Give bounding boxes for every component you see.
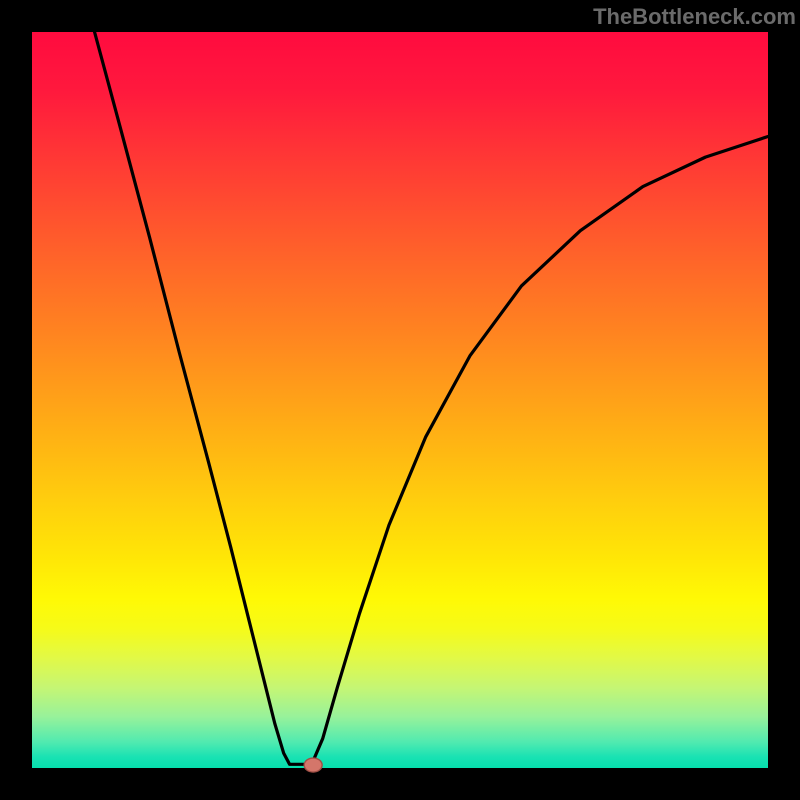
- bottleneck-curve: [95, 32, 768, 764]
- chart-container: TheBottleneck.com: [0, 0, 800, 800]
- curve-layer: [32, 32, 768, 768]
- minimum-marker: [304, 758, 322, 772]
- watermark-text: TheBottleneck.com: [593, 4, 796, 30]
- plot-area: [32, 32, 768, 768]
